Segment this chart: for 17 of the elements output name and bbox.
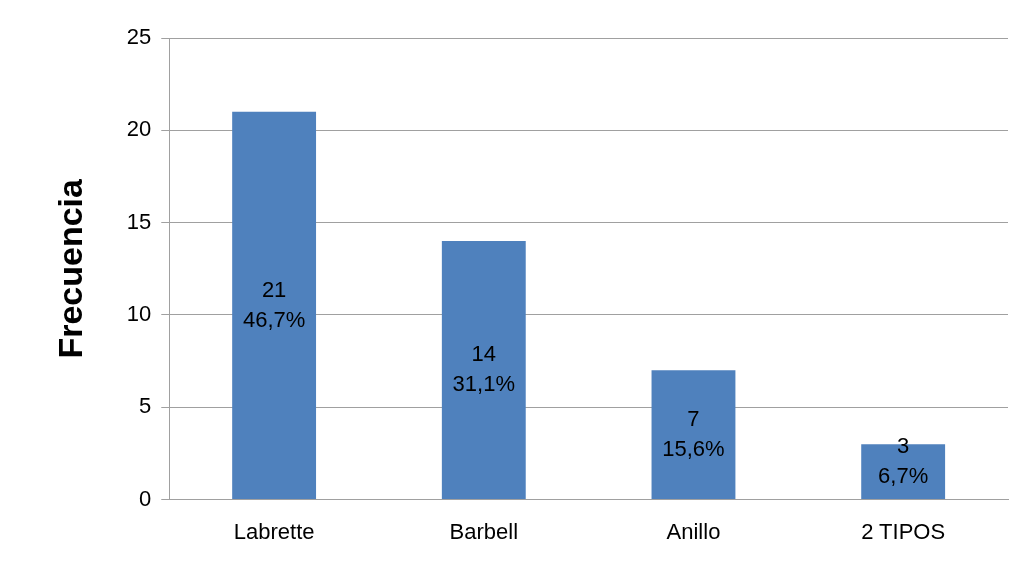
- bar: [441, 241, 526, 500]
- data-label: 14 31,1%: [452, 341, 515, 397]
- x-tick-label: Labrette: [233, 518, 315, 544]
- data-label: 21 46,7%: [242, 276, 306, 332]
- y-tick-label: 25: [126, 24, 152, 50]
- y-tick-label: 0: [139, 485, 152, 511]
- bar: [232, 111, 317, 500]
- x-tick-label: Barbell: [449, 518, 519, 544]
- y-tick-label: 5: [139, 393, 152, 419]
- y-tick-label: 15: [126, 208, 152, 234]
- data-label: 7 15,6%: [662, 405, 725, 461]
- y-tick-label: 20: [126, 116, 152, 142]
- y-axis-title: Frecuencia: [50, 177, 89, 359]
- x-tick-label: Anillo: [666, 518, 721, 544]
- x-tick-label: 2 TIPOS: [861, 518, 946, 544]
- y-tick-label: 10: [126, 301, 152, 327]
- bar: [651, 370, 736, 500]
